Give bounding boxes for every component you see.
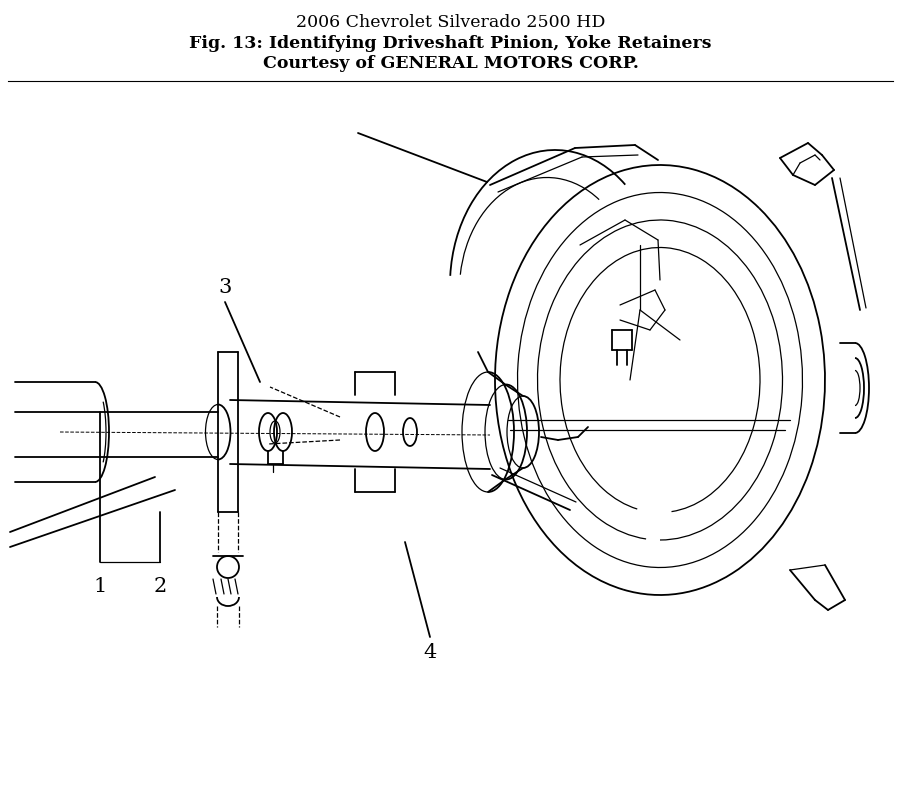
Text: 4: 4 xyxy=(423,642,437,661)
Text: Courtesy of GENERAL MOTORS CORP.: Courtesy of GENERAL MOTORS CORP. xyxy=(262,54,639,72)
Text: Fig. 13: Identifying Driveshaft Pinion, Yoke Retainers: Fig. 13: Identifying Driveshaft Pinion, … xyxy=(189,35,712,51)
Text: 2: 2 xyxy=(153,578,167,596)
Text: 1: 1 xyxy=(94,578,106,596)
Text: 2006 Chevrolet Silverado 2500 HD: 2006 Chevrolet Silverado 2500 HD xyxy=(296,13,605,31)
Text: 3: 3 xyxy=(218,278,232,297)
